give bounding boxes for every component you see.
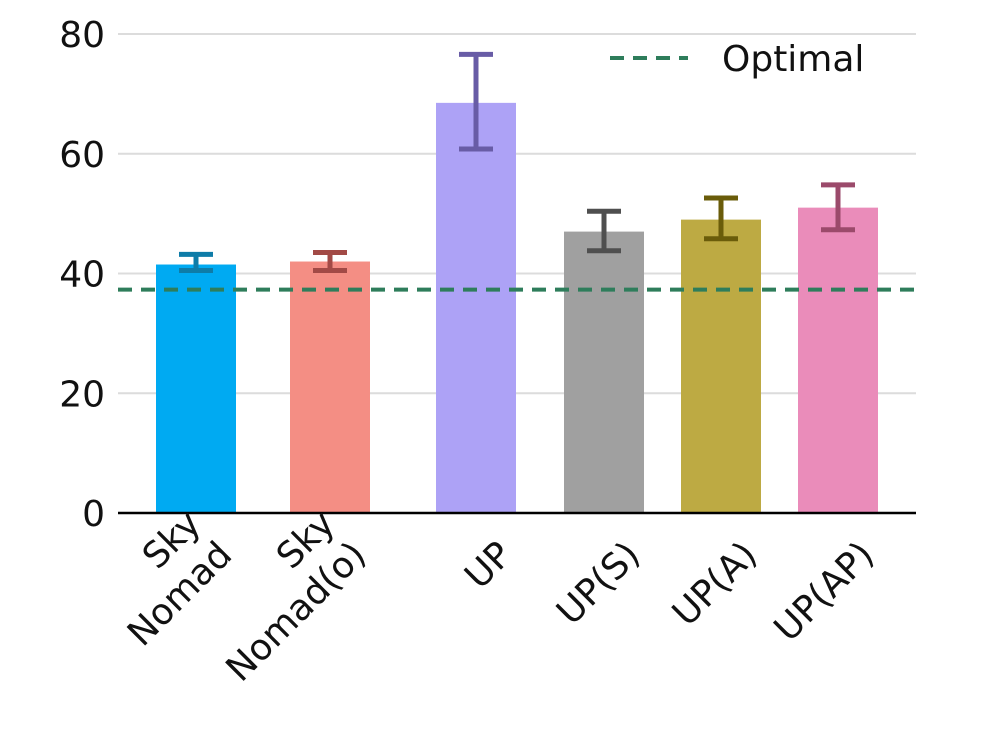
error-bars — [179, 51, 855, 274]
bar-1 — [290, 261, 370, 513]
y-tick-label-40: 40 — [59, 255, 105, 296]
x-tick-labels: SkyNomad SkyNomad(o) UP UP(S) UP(A) UP(AP) — [89, 503, 883, 690]
bar-5 — [798, 207, 878, 513]
x-tick-label-4: UP(A) — [665, 534, 765, 634]
x-tick-label-0: SkyNomad — [89, 503, 240, 654]
y-tick-labels: 0 20 40 60 80 — [59, 15, 105, 535]
error-bar-3 — [587, 208, 621, 254]
legend: Optimal — [610, 39, 864, 80]
y-tick-label-0: 0 — [82, 494, 105, 535]
y-tick-label-80: 80 — [59, 15, 105, 56]
bar-0 — [156, 264, 236, 513]
x-tick-label-1: SkyNomad(o) — [187, 503, 374, 690]
x-tick-label-2: UP — [457, 534, 520, 597]
legend-optimal-label: Optimal — [722, 39, 864, 80]
x-tick-label-5: UP(AP) — [767, 534, 883, 650]
gridlines — [118, 33, 916, 395]
error-bar-1 — [313, 250, 347, 274]
error-bar-2 — [459, 51, 493, 152]
error-bar-4 — [704, 195, 738, 242]
y-tick-label-60: 60 — [59, 135, 105, 176]
y-tick-label-20: 20 — [59, 374, 105, 415]
bar-2 — [436, 102, 516, 513]
x-tick-label-3: UP(S) — [549, 534, 648, 633]
bar-4 — [681, 219, 761, 514]
bars — [156, 102, 878, 514]
error-bar-0 — [179, 251, 213, 274]
bar-3 — [564, 231, 644, 513]
error-bar-5 — [821, 182, 855, 233]
